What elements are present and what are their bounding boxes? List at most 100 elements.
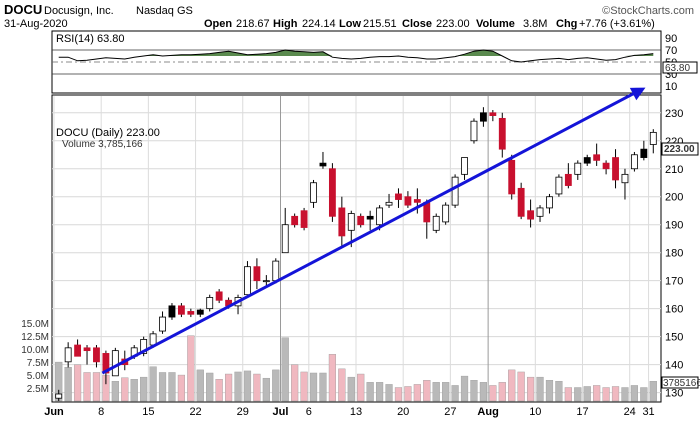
last-volume-tag bbox=[661, 376, 699, 389]
volume-bar bbox=[291, 364, 299, 402]
high-label: High bbox=[273, 18, 298, 30]
rsi-tick-label: 10 bbox=[665, 81, 677, 93]
volume-tick-label: 12.5M bbox=[21, 332, 49, 343]
candle-body bbox=[498, 117, 506, 150]
close-value: 223.00 bbox=[436, 18, 470, 30]
price-tick-label: 170 bbox=[665, 276, 683, 288]
x-tick-label: Aug bbox=[477, 406, 498, 418]
volume-bar bbox=[300, 371, 308, 402]
candle-body bbox=[206, 297, 214, 310]
candle-body bbox=[55, 393, 63, 399]
volume-bar bbox=[262, 377, 270, 402]
candle-body bbox=[102, 353, 110, 374]
candle-body bbox=[564, 173, 572, 186]
volume-tick-label: 10.0M bbox=[21, 345, 49, 356]
volume-bar bbox=[470, 380, 478, 402]
volume-bar bbox=[253, 373, 261, 402]
volume-bar bbox=[158, 372, 167, 402]
candle-body bbox=[168, 305, 176, 318]
volume-value: 3.8M bbox=[523, 18, 547, 30]
x-tick-label: Jul bbox=[273, 406, 289, 418]
candle-body bbox=[602, 162, 610, 170]
volume-bar bbox=[243, 370, 252, 402]
volume-label: Volume bbox=[476, 18, 515, 30]
candle-body bbox=[640, 148, 648, 158]
volume-bar bbox=[574, 387, 582, 402]
x-tick-label: 27 bbox=[444, 406, 456, 418]
volume-bar bbox=[423, 380, 431, 402]
volume-bar bbox=[224, 373, 233, 402]
candle-body bbox=[593, 154, 601, 161]
candle-body bbox=[177, 305, 185, 315]
volume-bar bbox=[338, 368, 346, 402]
low-label: Low bbox=[339, 18, 361, 30]
open-label: Open bbox=[204, 18, 232, 30]
candle-body bbox=[536, 207, 544, 217]
candle-body bbox=[461, 157, 468, 175]
candle-body bbox=[140, 339, 148, 354]
candle-body bbox=[366, 215, 374, 220]
low-value: 215.51 bbox=[363, 18, 397, 30]
volume-tick-label: 5.0M bbox=[27, 371, 49, 382]
chg-label: Chg bbox=[556, 18, 577, 30]
candle-body bbox=[470, 120, 478, 142]
last-volume-tag-text: 3785166 bbox=[663, 378, 700, 389]
volume-bar bbox=[149, 366, 157, 402]
x-tick-label: 22 bbox=[189, 406, 201, 418]
price-tick-label: 180 bbox=[665, 248, 683, 260]
high-value: 224.14 bbox=[302, 18, 336, 30]
candle-body bbox=[376, 207, 384, 226]
last-price-tag bbox=[661, 142, 699, 156]
volume-bar bbox=[92, 372, 101, 402]
price-tick-label: 130 bbox=[665, 388, 683, 400]
volume-bar bbox=[357, 373, 365, 402]
price-tick-label: 210 bbox=[665, 164, 683, 176]
candle-body bbox=[328, 168, 336, 217]
volume-bar bbox=[451, 385, 459, 402]
x-tick-label: Jun bbox=[44, 406, 64, 418]
candle-body bbox=[149, 333, 157, 346]
candle-body bbox=[555, 176, 563, 195]
candle-body bbox=[442, 204, 450, 223]
x-tick-label: 17 bbox=[576, 406, 588, 418]
close-label: Close bbox=[402, 18, 432, 30]
volume-tick-label: 2.5M bbox=[27, 384, 49, 395]
volume-bar bbox=[73, 364, 82, 402]
price-grid bbox=[52, 96, 661, 401]
price-tick-label: 140 bbox=[665, 360, 683, 372]
candle-body bbox=[546, 196, 553, 209]
rsi-value-tag bbox=[662, 61, 698, 74]
volume-bar bbox=[413, 384, 421, 402]
x-tick-label: 24 bbox=[624, 406, 636, 418]
candle-body bbox=[451, 176, 459, 206]
x-tick-label: 15 bbox=[142, 406, 154, 418]
candle-body bbox=[479, 112, 487, 122]
volume-bar bbox=[196, 369, 204, 402]
volume-bar bbox=[130, 379, 138, 402]
candle-body bbox=[244, 266, 251, 296]
volume-bar bbox=[526, 376, 535, 402]
volume-bar bbox=[309, 372, 318, 402]
candle-body bbox=[215, 291, 223, 301]
rsi-label: RSI(14) 63.80 bbox=[56, 33, 124, 45]
candle-body bbox=[291, 215, 299, 226]
rsi-grid bbox=[52, 49, 661, 75]
volume-bar bbox=[177, 374, 186, 402]
volume-bar bbox=[140, 376, 148, 402]
rsi-value-tag-text: 63.80 bbox=[665, 63, 690, 74]
volume-bar bbox=[611, 386, 620, 402]
volume-bar bbox=[489, 385, 497, 402]
candle-body bbox=[404, 196, 412, 206]
price-tick-label: 190 bbox=[665, 220, 683, 232]
volume-bar bbox=[83, 372, 91, 402]
volume-bar bbox=[545, 380, 554, 402]
candle-body bbox=[527, 210, 535, 220]
company-name: Docusign, Inc. bbox=[44, 5, 114, 17]
volume-bar bbox=[168, 372, 176, 402]
candle-body bbox=[347, 213, 355, 231]
volume-bar bbox=[630, 385, 639, 402]
x-tick-label: 31 bbox=[642, 406, 654, 418]
x-tick-label: 8 bbox=[98, 406, 104, 418]
